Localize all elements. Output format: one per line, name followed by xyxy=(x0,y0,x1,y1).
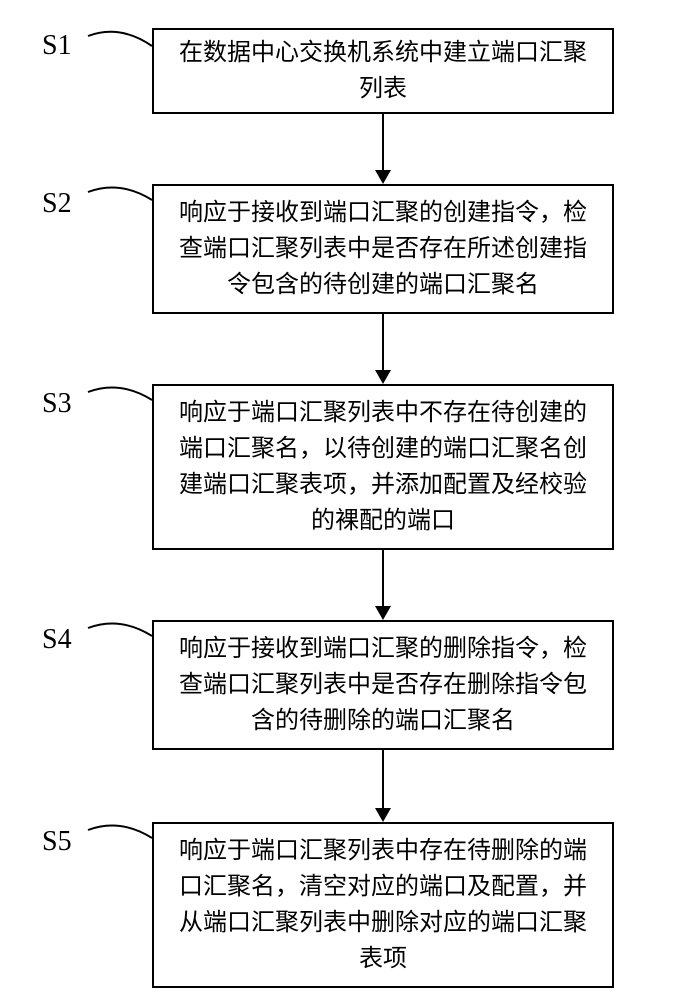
flow-step-text: 响应于接收到端口汇聚的删除指令，检查端口汇聚列表中是否存在删除指令包含的待删除的… xyxy=(168,631,598,739)
flowchart-canvas: 在数据中心交换机系统中建立端口汇聚列表 S1 响应于接收到端口汇聚的创建指令，检查端… xyxy=(0,0,684,1000)
arrow-line xyxy=(382,750,384,808)
flow-step-text: 响应于接收到端口汇聚的创建指令，检查端口汇聚列表中是否存在所述创建指令包含的待创… xyxy=(168,195,598,303)
arrow-line xyxy=(382,314,384,370)
callout-line xyxy=(84,172,156,220)
flow-step-s2: 响应于接收到端口汇聚的创建指令，检查端口汇聚列表中是否存在所述创建指令包含的待创… xyxy=(152,184,614,314)
arrow-line xyxy=(382,550,384,606)
flow-step-text: 响应于端口汇聚列表中不存在待创建的端口汇聚名，以待创建的端口汇聚名创建端口汇聚表… xyxy=(168,395,598,539)
arrow-head-icon xyxy=(375,606,391,620)
flow-step-label-s2: S2 xyxy=(42,188,72,220)
callout-line xyxy=(84,810,156,858)
flow-step-label-s3: S3 xyxy=(42,388,72,420)
flow-step-s1: 在数据中心交换机系统中建立端口汇聚列表 xyxy=(152,28,614,114)
flow-step-label-s1: S1 xyxy=(42,30,72,62)
flow-step-s4: 响应于接收到端口汇聚的删除指令，检查端口汇聚列表中是否存在删除指令包含的待删除的… xyxy=(152,620,614,750)
flow-step-label-s5: S5 xyxy=(42,826,72,858)
flow-step-text: 响应于端口汇聚列表中存在待删除的端口汇聚名，清空对应的端口及配置，并从端口汇聚列… xyxy=(168,833,598,977)
flow-step-s5: 响应于端口汇聚列表中存在待删除的端口汇聚名，清空对应的端口及配置，并从端口汇聚列… xyxy=(152,822,614,988)
arrow-head-icon xyxy=(375,370,391,384)
arrow-line xyxy=(382,114,384,170)
callout-line xyxy=(84,372,156,420)
flow-step-s3: 响应于端口汇聚列表中不存在待创建的端口汇聚名，以待创建的端口汇聚名创建端口汇聚表… xyxy=(152,384,614,550)
arrow-head-icon xyxy=(375,808,391,822)
flow-step-label-s4: S4 xyxy=(42,624,72,656)
callout-line xyxy=(84,16,156,66)
arrow-head-icon xyxy=(375,170,391,184)
callout-line xyxy=(84,608,156,656)
flow-step-text: 在数据中心交换机系统中建立端口汇聚列表 xyxy=(168,35,598,107)
